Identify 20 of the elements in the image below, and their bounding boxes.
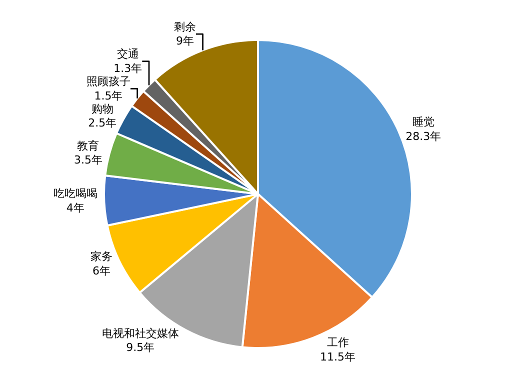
- slice-label: 家务: [90, 250, 113, 263]
- slice-label: 吃吃喝喝: [53, 186, 98, 200]
- data-label: 9.5年: [126, 341, 155, 354]
- slice-label: 照顾孩子: [86, 75, 130, 88]
- data-label: 28.3年: [406, 130, 442, 143]
- slice-label: 电视和社交媒体: [102, 326, 179, 340]
- data-label: 1.3年: [114, 62, 142, 76]
- slice-label: 交通: [116, 48, 139, 61]
- slice-label: 购物: [91, 102, 114, 116]
- data-label: 11.5年: [320, 350, 356, 364]
- data-label: 2.5年: [88, 116, 117, 130]
- data-label: 4年: [66, 201, 84, 214]
- data-label: 9年: [176, 34, 194, 48]
- data-label: 6年: [92, 264, 111, 278]
- slice-label: 剩余: [174, 20, 196, 34]
- data-label: 1.5年: [94, 89, 123, 102]
- data-label: 3.5年: [74, 154, 102, 167]
- slice-label: 睡觉: [412, 116, 434, 129]
- slice-label: 工作: [326, 336, 349, 350]
- slice-label: 教育: [77, 139, 100, 152]
